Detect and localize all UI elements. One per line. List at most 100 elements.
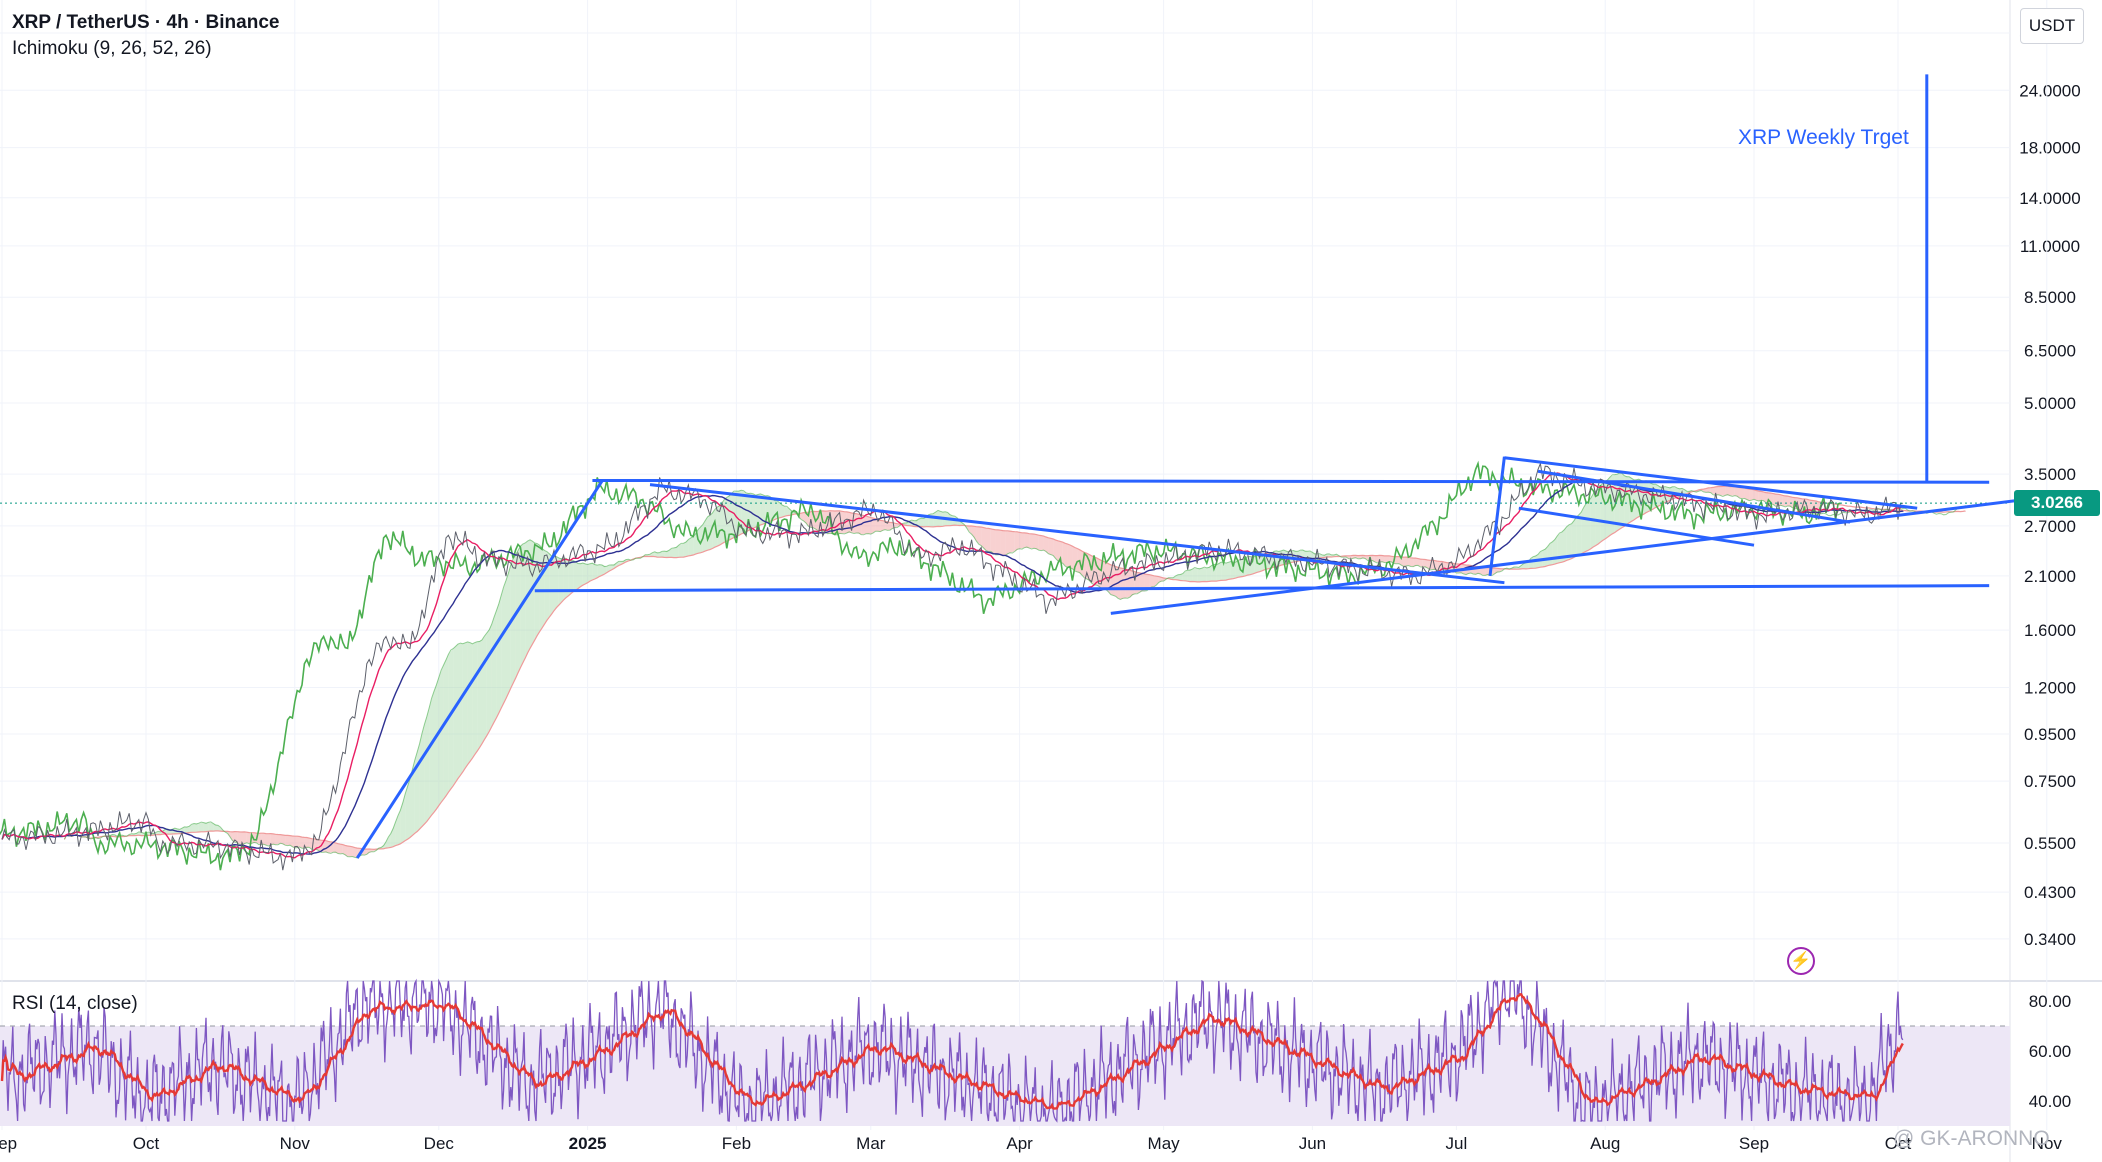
cloud-segment <box>1379 555 1385 563</box>
cloud-segment <box>1754 489 1759 501</box>
cloud-segment <box>1000 530 1006 556</box>
rsi-tick-label: 80.00 <box>2029 992 2072 1011</box>
cloud-segment <box>1562 526 1567 563</box>
trendline <box>534 584 1990 593</box>
cloud-segment <box>1173 574 1178 581</box>
cloud-segment <box>1384 555 1390 563</box>
cloud-segment <box>702 516 708 553</box>
cloud-segment <box>1120 567 1126 600</box>
cloud-segment <box>390 821 396 848</box>
lightning-icon[interactable]: ⚡ <box>1787 947 1815 975</box>
cloud-segment <box>726 493 732 542</box>
cloud-segment <box>1221 562 1226 581</box>
cloud-segment <box>1192 568 1198 582</box>
cloud-segment <box>477 639 482 752</box>
cloud-segment <box>458 643 463 779</box>
target-annotation[interactable]: XRP Weekly Trget <box>1738 126 1909 149</box>
cloud-segment <box>1715 486 1721 496</box>
rsi-line <box>1 978 1904 1123</box>
last-price-tag: 3.0266 <box>2014 490 2100 517</box>
cloud-segment <box>885 521 890 531</box>
cloud-segment <box>664 550 670 558</box>
cloud-segment <box>1048 537 1054 556</box>
cloud-segment <box>1557 531 1562 564</box>
cloud-segment <box>722 497 727 544</box>
cloud-segment <box>242 832 247 845</box>
ichimoku-legend[interactable]: Ichimoku (9, 26, 52, 26) <box>12 38 212 59</box>
cloud-segment <box>741 490 746 534</box>
cloud-segment <box>429 691 434 819</box>
price-tick-label: 5.0000 <box>2024 394 2076 413</box>
cloud-segment <box>510 554 516 689</box>
author-watermark: @ GK-ARONNO <box>1893 1127 2050 1150</box>
time-tick-label: Nov <box>280 1134 311 1153</box>
cloud-segment <box>1571 517 1577 559</box>
cloud-segment <box>1106 562 1111 595</box>
cloud-segment <box>549 553 554 618</box>
price-tick-label: 18.0000 <box>2019 139 2080 158</box>
price-tick-label: 14.0000 <box>2019 189 2080 208</box>
time-tick-label: Oct <box>1885 1134 1912 1153</box>
cloud-segment <box>506 564 511 699</box>
cloud-segment <box>578 562 583 589</box>
time-tick-label: Jun <box>1299 1134 1326 1153</box>
cloud-segment <box>1178 573 1183 581</box>
price-tick-label: 2.1000 <box>2024 567 2076 586</box>
cloud-segment <box>237 831 242 845</box>
time-tick-label: Nov <box>2032 1134 2063 1153</box>
cloud-segment <box>294 836 300 848</box>
cloud-segment <box>1418 558 1423 568</box>
cloud-segment <box>1206 565 1212 582</box>
cloud-segment <box>971 526 977 542</box>
cloud-segment <box>453 643 458 786</box>
cloud-segment <box>760 493 766 525</box>
cloud-segment <box>1346 555 1351 560</box>
cloud-segment <box>606 564 612 573</box>
cloud-segment <box>184 826 190 834</box>
cloud-segment <box>1749 489 1754 501</box>
cloud-segment <box>558 557 564 606</box>
price-tick-label: 0.7500 <box>2024 772 2076 791</box>
price-tick-label: 3.5000 <box>2024 465 2076 484</box>
cloud-segment <box>1144 573 1150 592</box>
cloud-segment <box>1643 481 1649 515</box>
cloud-segment <box>798 512 804 521</box>
cloud-segment <box>1725 486 1730 496</box>
cloud-segment <box>986 528 991 552</box>
cloud-segment <box>1038 535 1044 551</box>
cloud-segment <box>496 595 502 718</box>
cloud-segment <box>1062 542 1068 568</box>
price-tick-label: 24.0000 <box>2019 81 2080 100</box>
cloud-segment <box>486 624 492 736</box>
cloud-segment <box>1058 540 1063 564</box>
rsi-legend[interactable]: RSI (14, close) <box>12 993 138 1014</box>
price-tick-label: 0.3400 <box>2024 930 2076 949</box>
time-tick-label: Aug <box>1590 1134 1620 1153</box>
cloud-segment <box>424 707 430 825</box>
cloud-segment <box>1010 531 1015 553</box>
trendline <box>1110 492 2071 615</box>
cloud-segment <box>266 833 271 846</box>
price-tick-label: 11.0000 <box>2020 237 2080 256</box>
cloud-segment <box>597 565 602 578</box>
time-tick-label: 2025 <box>569 1134 607 1153</box>
cloud-segment <box>650 551 655 557</box>
cloud-segment <box>434 677 439 813</box>
cloud-segment <box>1125 569 1130 598</box>
cloud-segment <box>386 833 391 849</box>
cloud-segment <box>995 529 1001 555</box>
lagging-span <box>0 460 1841 871</box>
currency-unit-button[interactable]: USDT <box>2020 8 2084 44</box>
cloud-segment <box>1226 561 1231 581</box>
price-tick-label: 2.7000 <box>2024 517 2076 536</box>
cloud-segment <box>194 823 199 833</box>
cloud-segment <box>1029 533 1034 549</box>
cloud-segment <box>285 835 290 846</box>
price-tick-label: 0.9500 <box>2024 725 2076 744</box>
symbol-title[interactable]: XRP / TetherUS · 4h · Binance <box>12 12 280 33</box>
cloud-segment <box>1706 487 1711 493</box>
cloud-segment <box>419 724 425 830</box>
cloud-segment <box>1019 532 1025 549</box>
